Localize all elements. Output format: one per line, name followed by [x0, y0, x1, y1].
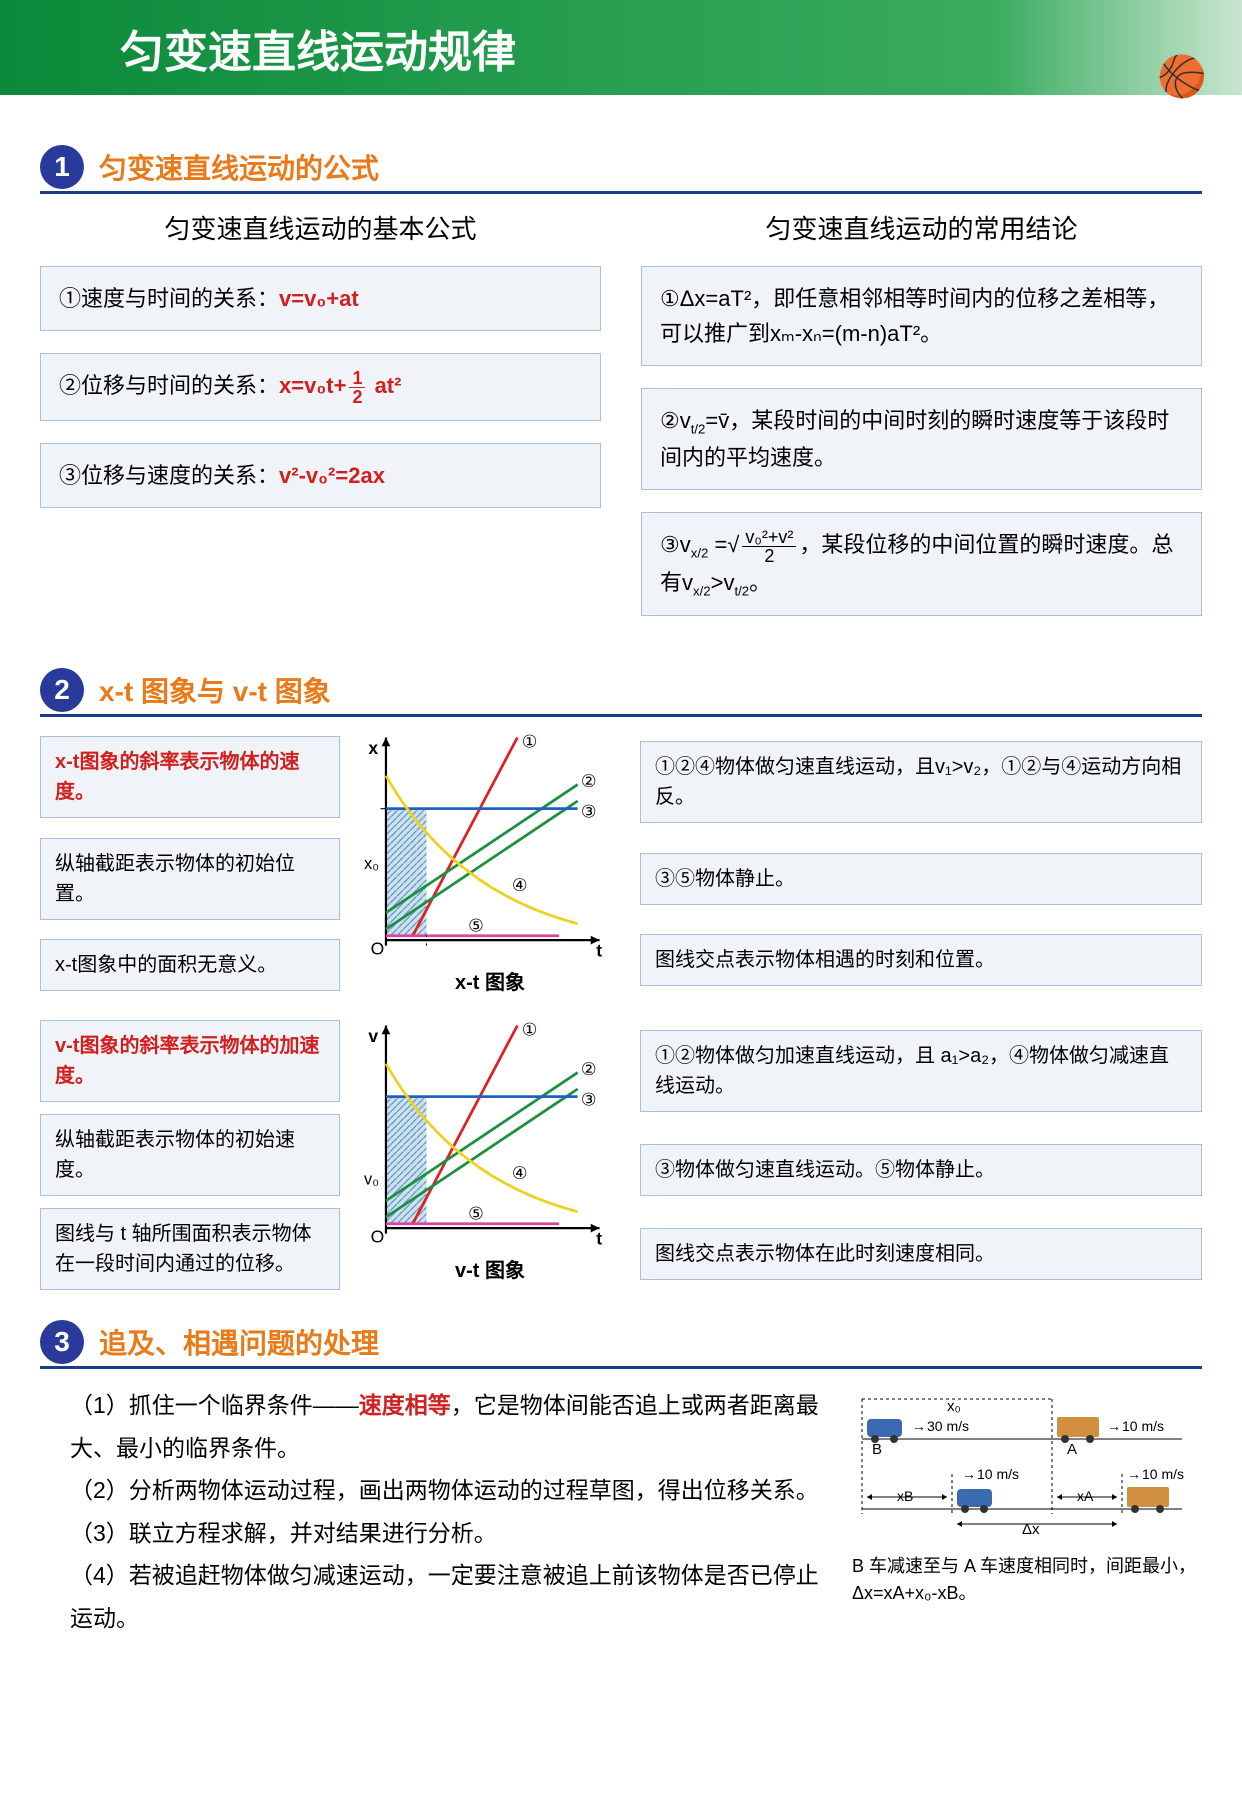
- conclusion-1: ①Δx=aT²，即任意相邻相等时间内的位移之差相等，可以推广到xₘ-xₙ=(m-…: [641, 266, 1202, 366]
- svg-text:v: v: [368, 1026, 378, 1046]
- vt-caption: v-t 图象: [455, 1254, 525, 1283]
- section-3-title: 追及、相遇问题的处理: [99, 1322, 379, 1362]
- svg-text:x: x: [368, 738, 378, 758]
- formula-displacement-time: ②位移与时间的关系：x=v₀t+12 at²: [40, 353, 601, 421]
- svg-text:10 m/s: 10 m/s: [1122, 1418, 1164, 1434]
- xt-chart: x t x₀ O ① ② ③ ④ ⑤ x-t 图象: [350, 732, 630, 995]
- svg-text:②: ②: [581, 1059, 597, 1079]
- xt-chart-svg: x t x₀ O ① ② ③ ④ ⑤: [360, 732, 620, 962]
- xt-labels: x-t图象的斜率表示物体的速度。 纵轴截距表示物体的初始位置。 x-t图象中的面…: [40, 732, 340, 995]
- page-title: 匀变速直线运动规律: [120, 16, 516, 80]
- svg-text:O: O: [371, 939, 385, 959]
- header-decoration: 🏀: [1122, 0, 1242, 110]
- svg-text:O: O: [371, 1227, 385, 1247]
- svg-text:xB: xB: [897, 1488, 913, 1504]
- svg-text:⑤: ⑤: [468, 1204, 484, 1224]
- vt-chart-svg: v t v₀ O ① ② ③ ④ ⑤: [360, 1020, 620, 1250]
- section-2-title: x-t 图象与 v-t 图象: [99, 670, 331, 710]
- section-number-2: 2: [40, 668, 84, 712]
- vt-info-2: ③物体做匀速直线运动。⑤物体静止。: [640, 1144, 1202, 1196]
- svg-text:xA: xA: [1077, 1488, 1094, 1504]
- chase-item-1: （1）抓住一个临界条件——速度相等，它是物体间能否追上或两者距离最大、最小的临界…: [70, 1384, 832, 1469]
- vt-info-1: ①②物体做匀加速直线运动，且 a₁>a₂，④物体做匀减速直线运动。: [640, 1030, 1202, 1112]
- svg-text:t: t: [596, 941, 602, 961]
- section-1-header: 1 匀变速直线运动的公式: [40, 145, 1202, 194]
- chase-item-3: （3）联立方程求解，并对结果进行分析。: [70, 1512, 832, 1555]
- svg-text:②: ②: [581, 771, 597, 791]
- chase-item-4: （4）若被追赶物体做匀减速运动，一定要注意被追上前该物体是否已停止运动。: [70, 1554, 832, 1639]
- svg-text:v₀: v₀: [364, 1171, 379, 1189]
- chase-content: （1）抓住一个临界条件——速度相等，它是物体间能否追上或两者距离最大、最小的临界…: [40, 1384, 1202, 1639]
- svg-text:→: →: [1107, 1418, 1121, 1434]
- svg-text:x₀: x₀: [947, 1398, 961, 1415]
- section-chase: 3 追及、相遇问题的处理 （1）抓住一个临界条件——速度相等，它是物体间能否追上…: [0, 1320, 1242, 1639]
- xt-label-area: x-t图象中的面积无意义。: [40, 939, 340, 991]
- svg-text:B: B: [872, 1441, 882, 1458]
- vt-chart: v t v₀ O ① ② ③ ④ ⑤ v-t 图象: [350, 1020, 630, 1290]
- common-conclusions-title: 匀变速直线运动的常用结论: [641, 209, 1202, 246]
- svg-text:⑤: ⑤: [468, 916, 484, 936]
- chase-caption: B 车减速至与 A 车速度相同时，间距最小，Δx=xA+x₀-xB。: [852, 1553, 1202, 1607]
- svg-text:④: ④: [512, 875, 528, 895]
- conclusion-3: ③vx/2 =√v₀²+v²2，某段位移的中间位置的瞬时速度。总有vx/2>vt…: [641, 512, 1202, 616]
- xt-info-3: 图线交点表示物体相遇的时刻和位置。: [640, 934, 1202, 986]
- chase-text: （1）抓住一个临界条件——速度相等，它是物体间能否追上或两者距离最大、最小的临界…: [70, 1384, 832, 1639]
- basic-formulas-title: 匀变速直线运动的基本公式: [40, 209, 601, 246]
- section-number-3: 3: [40, 1320, 84, 1364]
- xt-info-2: ③⑤物体静止。: [640, 853, 1202, 905]
- svg-text:→: →: [912, 1418, 926, 1434]
- formula-velocity-time: ①速度与时间的关系：v=v₀+at: [40, 266, 601, 331]
- vt-label-intercept: 纵轴截距表示物体的初始速度。: [40, 1114, 340, 1196]
- basketball-icon: 🏀: [1157, 53, 1207, 100]
- basic-formulas-col: 匀变速直线运动的基本公式 ①速度与时间的关系：v=v₀+at ②位移与时间的关系…: [40, 209, 601, 638]
- formula-displacement-velocity: ③位移与速度的关系：v²-v₀²=2ax: [40, 443, 601, 508]
- vt-info-3: 图线交点表示物体在此时刻速度相同。: [640, 1228, 1202, 1280]
- chase-item-2: （2）分析两物体运动过程，画出两物体运动的过程草图，得出位移关系。: [70, 1469, 832, 1512]
- svg-text:t: t: [596, 1229, 602, 1249]
- svg-text:①: ①: [522, 732, 538, 751]
- page-header: 匀变速直线运动规律 🏀: [0, 0, 1242, 95]
- section-1-title: 匀变速直线运动的公式: [99, 147, 379, 187]
- vt-graph-row: v-t图象的斜率表示物体的加速度。 纵轴截距表示物体的初始速度。 图线与 t 轴…: [40, 1020, 1202, 1290]
- conclusion-2: ②vt/2=v̄，某段时间的中间时刻的瞬时速度等于该段时间内的平均速度。: [641, 388, 1202, 490]
- svg-text:③: ③: [581, 1090, 597, 1110]
- xt-label-intercept: 纵轴截距表示物体的初始位置。: [40, 838, 340, 920]
- vt-labels: v-t图象的斜率表示物体的加速度。 纵轴截距表示物体的初始速度。 图线与 t 轴…: [40, 1020, 340, 1290]
- svg-text:①: ①: [522, 1020, 538, 1039]
- section-2-header: 2 x-t 图象与 v-t 图象: [40, 668, 1202, 717]
- svg-text:x₀: x₀: [364, 855, 379, 873]
- xt-graph-row: x-t图象的斜率表示物体的速度。 纵轴截距表示物体的初始位置。 x-t图象中的面…: [40, 732, 1202, 995]
- vt-label-slope: v-t图象的斜率表示物体的加速度。: [40, 1020, 340, 1102]
- svg-text:30 m/s: 30 m/s: [927, 1418, 969, 1434]
- svg-text:→: →: [1127, 1466, 1141, 1482]
- svg-text:→: →: [962, 1466, 976, 1482]
- formulas-columns: 匀变速直线运动的基本公式 ①速度与时间的关系：v=v₀+at ②位移与时间的关系…: [40, 209, 1202, 638]
- svg-text:A: A: [1067, 1441, 1077, 1458]
- section-formulas: 1 匀变速直线运动的公式 匀变速直线运动的基本公式 ①速度与时间的关系：v=v₀…: [0, 145, 1242, 638]
- xt-caption: x-t 图象: [455, 966, 525, 995]
- svg-text:③: ③: [581, 802, 597, 822]
- xt-info-1: ①②④物体做匀速直线运动，且v₁>v₂，①②与④运动方向相反。: [640, 741, 1202, 823]
- section-number-1: 1: [40, 145, 84, 189]
- chase-diagram: x₀ →30 m/s →10 m/s B A →10 m/s →10 m/s x…: [852, 1384, 1202, 1639]
- svg-text:10 m/s: 10 m/s: [977, 1466, 1019, 1482]
- vt-label-area: 图线与 t 轴所围面积表示物体在一段时间内通过的位移。: [40, 1208, 340, 1290]
- xt-label-slope: x-t图象的斜率表示物体的速度。: [40, 736, 340, 818]
- section-3-header: 3 追及、相遇问题的处理: [40, 1320, 1202, 1369]
- xt-infos: ①②④物体做匀速直线运动，且v₁>v₂，①②与④运动方向相反。 ③⑤物体静止。 …: [640, 732, 1202, 995]
- svg-text:④: ④: [512, 1163, 528, 1183]
- section-graphs: 2 x-t 图象与 v-t 图象 x-t图象的斜率表示物体的速度。 纵轴截距表示…: [0, 668, 1242, 1290]
- common-conclusions-col: 匀变速直线运动的常用结论 ①Δx=aT²，即任意相邻相等时间内的位移之差相等，可…: [641, 209, 1202, 638]
- vt-infos: ①②物体做匀加速直线运动，且 a₁>a₂，④物体做匀减速直线运动。 ③物体做匀速…: [640, 1020, 1202, 1290]
- svg-text:10 m/s: 10 m/s: [1142, 1466, 1184, 1482]
- chase-diagram-svg: x₀ →30 m/s →10 m/s B A →10 m/s →10 m/s x…: [852, 1384, 1192, 1544]
